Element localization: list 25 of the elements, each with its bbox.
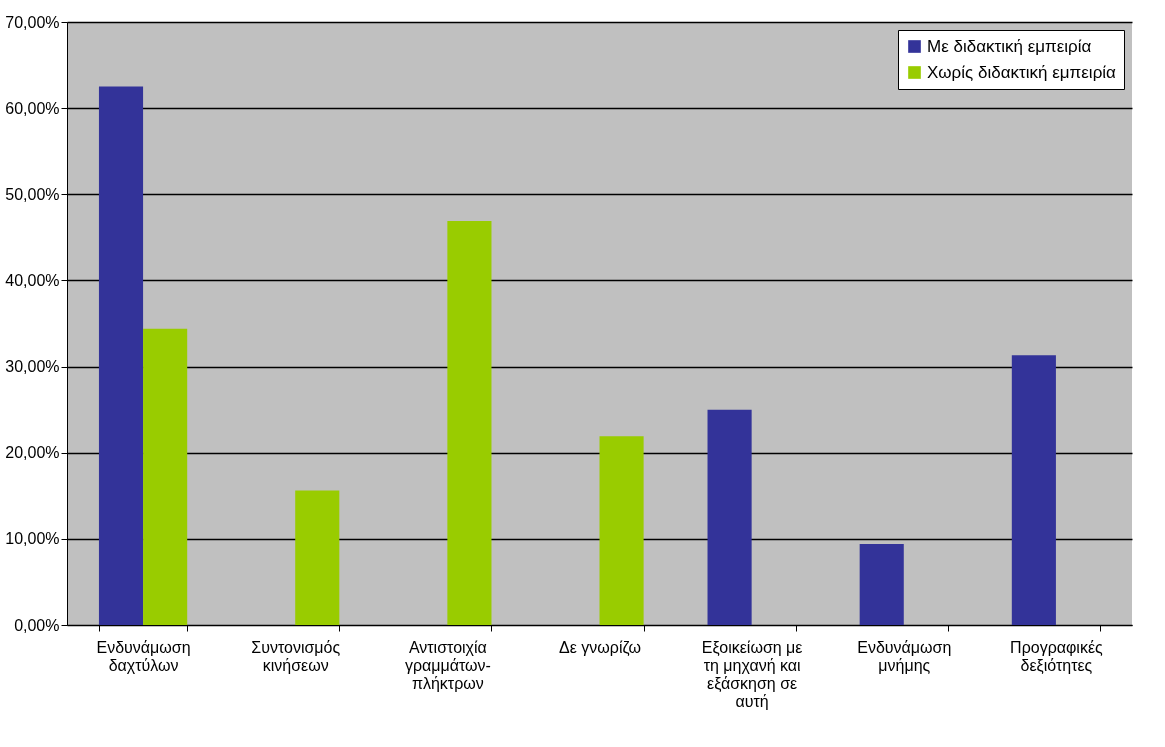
x-tick-label: Ενδυνάμωση δαχτύλων bbox=[96, 638, 191, 674]
y-tick-label: 70,00% bbox=[5, 13, 60, 31]
legend-label: Με διδακτική εμπειρία bbox=[927, 36, 1092, 56]
y-tick-label: 20,00% bbox=[5, 444, 60, 462]
x-tick-label: Προγραφικές δεξιότητες bbox=[1010, 638, 1104, 675]
x-tick-label: Αντιστοιχία γραμμάτων-πλήκτρων bbox=[404, 638, 491, 692]
bar bbox=[859, 544, 904, 625]
bar bbox=[98, 86, 144, 625]
y-tick-label: 10,00% bbox=[5, 530, 60, 548]
bar bbox=[143, 328, 188, 625]
y-tick-label: 50,00% bbox=[5, 185, 60, 203]
x-tick-label: Δε γνωρίζω bbox=[559, 638, 641, 657]
bar bbox=[707, 409, 752, 625]
y-tick-label: 0,00% bbox=[14, 616, 60, 634]
x-tick-label: Ενδυνάμωση μνήμης bbox=[857, 638, 952, 674]
bar bbox=[295, 490, 340, 625]
legend-label: Χωρίς διδακτική εμπειρία bbox=[927, 62, 1117, 82]
bar bbox=[599, 436, 644, 625]
y-tick-label: 60,00% bbox=[5, 99, 60, 117]
bar bbox=[1011, 355, 1056, 625]
bar bbox=[447, 220, 492, 625]
x-tick-label: Συντονισμός κινήσεων bbox=[251, 638, 341, 674]
x-tick-label: Εξοικείωση με τη μηχανή και εξάσκηση σε αυτή bbox=[701, 638, 803, 710]
y-tick-label: 40,00% bbox=[5, 271, 60, 289]
y-tick-label: 30,00% bbox=[5, 358, 60, 376]
